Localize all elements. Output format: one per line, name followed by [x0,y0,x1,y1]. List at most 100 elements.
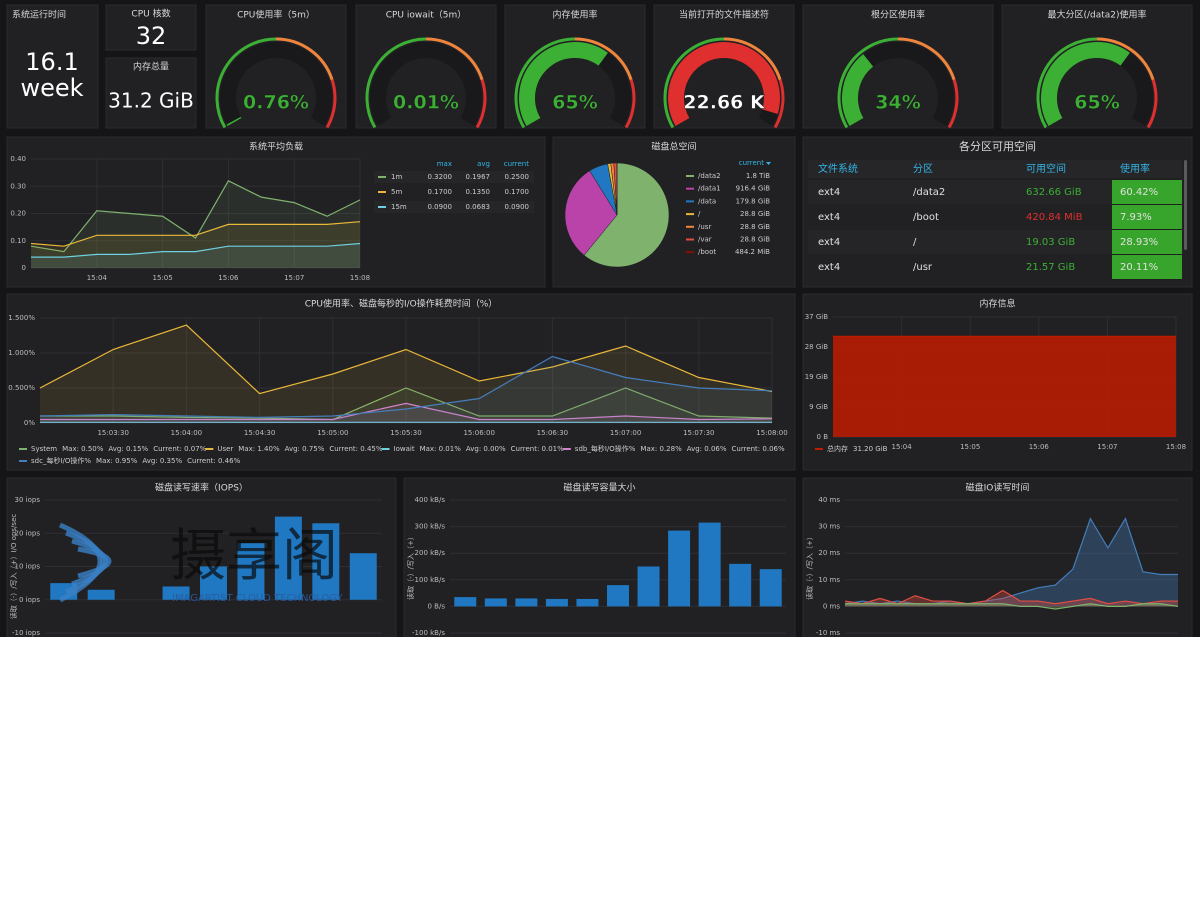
stat-value: 31.2 GiB [108,89,194,113]
legend-name: / [698,210,701,218]
legend-stat: 0.0900 [428,203,453,211]
y-tick-label: 0.20 [10,210,26,218]
legend-item: System Max: 0.50% Avg: 0.15% Current: 0.07% [31,445,207,453]
legend-name: 总内存 [827,444,848,453]
bar [607,585,629,607]
bar [729,563,752,607]
stat-unit: week [20,74,83,102]
y-tick-label: -10 ms [816,629,840,637]
gauge-threshold [574,37,633,81]
gauge-threshold [1146,79,1158,129]
legend-stat: Avg: 0.15% [108,445,148,453]
legend-stat: 0.1700 [505,188,530,196]
y-tick-label: 0.500% [8,384,35,392]
gauge-value: 22.66 K [683,92,766,114]
bar [668,530,691,607]
x-tick-label: 15:08 [1166,443,1186,451]
gauge-track [370,42,482,126]
bar [312,523,340,600]
gauge-threshold [723,37,782,81]
series-line [31,242,361,258]
legend-name: User [217,445,233,453]
bar [200,566,227,600]
watermark-text: 摄享阁 [170,524,338,589]
gauge-fill [842,54,874,126]
stat-value: 16.1 [25,48,78,76]
y-tick-label: 20 iops [15,529,41,537]
legend-name: 1m [391,173,402,181]
y-tick-label: 10 iops [15,563,41,571]
legend-stat: Current: 0.46% [187,457,240,465]
legend-name: 5m [391,188,402,196]
bar [454,597,477,607]
table-header: 分区 [913,163,933,175]
bar [515,598,538,607]
legend-stat: Avg: 0.06% [687,445,727,453]
x-tick-label: 15:08 [350,274,370,282]
legend-name: /usr [698,223,711,231]
watermark-logo [65,530,106,595]
legend-stat: 0.1967 [466,173,491,181]
legend-value: 28.8 GiB [740,236,770,244]
bar [162,586,190,600]
y-tick-label: 30 iops [15,496,41,504]
table-cell: ext4 [818,237,840,248]
legend-item: sdb_每秒I/O操作% Max: 0.28% Avg: 0.06% Current:… [575,444,785,453]
gauge-value: 34% [875,92,920,114]
legend-value: 28.8 GiB [740,223,770,231]
legend-header: max [437,160,452,168]
table-cell: ext4 [818,212,840,223]
legend-name: /var [698,236,712,244]
x-tick-label: 15:07:00 [610,429,641,437]
x-tick-label: 15:03:30 [97,429,128,437]
panel-title: CPU使用率（5m） [237,9,315,21]
stat-title: 系统运行时间 [12,9,66,21]
pie-slice [564,170,618,256]
table-header: 文件系统 [818,162,858,175]
stat-title: 内存总量 [133,61,169,73]
x-tick-label: 15:08:00 [756,429,787,437]
legend-row [374,171,534,183]
legend-stat: Max: 0.01% [420,445,462,453]
x-tick-label: 15:04 [87,274,108,282]
table-title: 各分区可用空间 [959,139,1036,153]
panel [802,4,994,129]
series-area [31,243,360,268]
gauge-threshold [624,79,636,129]
y-tick-label: 9 GiB [809,403,828,411]
gauge-fill [519,42,608,126]
table-cell: /boot [913,212,939,223]
bar [545,598,568,607]
pie-slice [583,162,670,268]
legend-value: 28.8 GiB [740,210,770,218]
table-cell: 21.57 GiB [1026,262,1075,273]
gauge-fill [668,42,780,126]
x-tick-label: 15:06 [1029,443,1050,451]
bar [484,598,507,607]
bar [237,543,265,600]
x-tick-label: 15:05 [153,274,173,282]
legend-header: current [504,160,530,168]
series-area [845,590,1178,607]
legend-stat: 0.1700 [428,188,453,196]
bar [698,522,721,607]
scrollbar [1184,160,1187,250]
series-area [40,356,772,423]
y-tick-label: 200 kB/s [415,549,446,557]
y-tick-label: 0.10 [10,237,26,245]
series-line [39,355,773,419]
legend-stat: 31.20 GiB [853,445,888,453]
panel-title: 系统平均负载 [249,141,303,153]
x-tick-label: 15:07:30 [683,429,714,437]
stat-title: CPU 核数 [131,8,170,20]
y-tick-label: 1.000% [8,349,35,357]
table-header: 可用空间 [1026,162,1066,175]
usage-cell [1112,180,1182,204]
gauge-threshold [215,37,277,129]
legend-name: sdb_每秒I/O操作% [575,444,636,453]
panel [1001,4,1193,129]
gauge-fill [226,116,242,127]
legend-stat: 0.0900 [505,203,530,211]
